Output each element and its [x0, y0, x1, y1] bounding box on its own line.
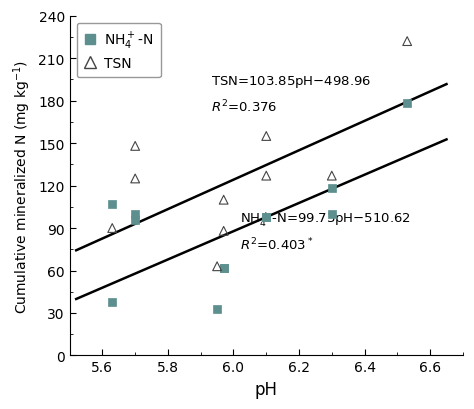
$\mathrm{NH_4^+}$-N	[403, 101, 411, 108]
$\mathrm{NH_4^+}$-N	[109, 299, 116, 305]
$\mathrm{NH_4^+}$-N	[220, 265, 228, 271]
$\mathrm{NH_4^+}$-N	[263, 214, 270, 220]
Text: TSN=103.85pH$-$498.96: TSN=103.85pH$-$498.96	[210, 74, 371, 90]
Text: $R^2$=0.376: $R^2$=0.376	[210, 99, 277, 115]
TSN	[220, 197, 228, 204]
$\mathrm{NH_4^+}$-N	[131, 217, 139, 223]
TSN	[328, 173, 336, 180]
TSN	[403, 39, 411, 45]
TSN	[263, 133, 270, 140]
$\mathrm{NH_4^+}$-N	[213, 306, 221, 312]
$\mathrm{NH_4^+}$-N	[220, 265, 228, 271]
Y-axis label: Cumulative mineralized N (mg kg$^{-1}$): Cumulative mineralized N (mg kg$^{-1}$)	[11, 59, 33, 313]
TSN	[131, 143, 139, 150]
TSN	[109, 225, 116, 232]
TSN	[220, 228, 228, 235]
Text: $\mathrm{NH_4^+}$-N=99.73pH$-$510.62: $\mathrm{NH_4^+}$-N=99.73pH$-$510.62	[240, 210, 411, 229]
$\mathrm{NH_4^+}$-N	[131, 211, 139, 218]
X-axis label: pH: pH	[255, 380, 278, 398]
$\mathrm{NH_4^+}$-N	[328, 211, 336, 218]
Text: $R^2$=0.403$^*$: $R^2$=0.403$^*$	[240, 236, 314, 252]
TSN	[213, 263, 221, 270]
Legend: $\mathrm{NH_4^+}$-N, TSN: $\mathrm{NH_4^+}$-N, TSN	[77, 23, 161, 78]
$\mathrm{NH_4^+}$-N	[328, 186, 336, 192]
$\mathrm{NH_4^+}$-N	[109, 201, 116, 208]
TSN	[131, 176, 139, 182]
$\mathrm{NH_4^+}$-N	[263, 214, 270, 220]
TSN	[263, 173, 270, 180]
